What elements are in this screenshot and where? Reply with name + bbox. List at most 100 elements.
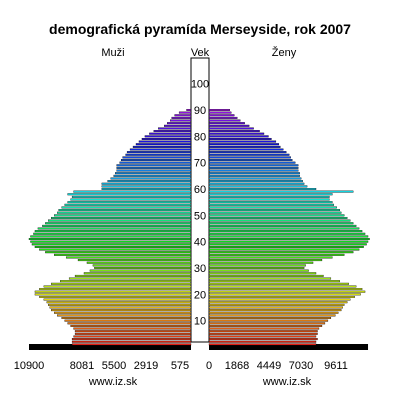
male-bar-age-73 xyxy=(125,153,192,156)
males-label: Muži xyxy=(101,47,124,59)
female-bar-age-7 xyxy=(208,327,320,330)
male-bar-age-42 xyxy=(30,235,192,238)
male-bar-age-36 xyxy=(45,251,192,254)
male-bar-age-59 xyxy=(73,190,192,193)
male-bar-age-54 xyxy=(64,203,192,206)
female-bar-age-61 xyxy=(208,185,308,188)
female-bar-age-69 xyxy=(208,164,299,167)
female-bar-age-32 xyxy=(208,261,314,264)
female-bar-age-80 xyxy=(208,135,269,138)
male-bar-age-6 xyxy=(74,330,192,333)
male-bar-age-1 xyxy=(71,343,192,346)
age-tick-20: 20 xyxy=(194,289,206,301)
females-label: Ženy xyxy=(272,46,297,59)
male-bar-age-71 xyxy=(120,159,192,162)
male-bar-age-51 xyxy=(57,211,192,214)
female-bar-age-66 xyxy=(208,172,300,175)
female-bar-age-81 xyxy=(208,132,265,135)
male-bar-age-32 xyxy=(86,261,192,264)
male-bar-age-31 xyxy=(92,264,192,267)
male-bar-age-85 xyxy=(167,122,192,125)
female-bar-age-9 xyxy=(208,322,326,325)
male-bar-age-29 xyxy=(89,269,192,272)
female-bar-age-60 xyxy=(208,188,317,190)
female-bar-age-1 xyxy=(208,343,317,346)
male-bar-age-86 xyxy=(170,119,192,122)
female-bar-age-65 xyxy=(208,174,300,177)
male-bar-age-21 xyxy=(34,290,192,293)
male-bar-age-17 xyxy=(46,301,192,304)
female-bar-age-54 xyxy=(208,203,335,206)
male-bar-age-0 xyxy=(29,344,191,350)
male-bar-age-7 xyxy=(73,327,192,330)
male-bar-age-82 xyxy=(153,130,192,133)
female-bar-age-79 xyxy=(208,137,272,140)
female-bar-age-18 xyxy=(208,298,351,301)
female-bar-age-17 xyxy=(208,301,348,304)
female-bar-age-41 xyxy=(208,238,370,241)
female-bar-age-47 xyxy=(208,222,354,225)
female-bar-age-63 xyxy=(208,180,303,183)
male-bar-age-66 xyxy=(115,172,192,175)
female-bar-age-36 xyxy=(208,251,354,254)
female-bar-age-21 xyxy=(208,290,366,293)
female-bar-age-59 xyxy=(208,190,354,193)
female-bar-age-50 xyxy=(208,214,345,217)
male-bar-age-55 xyxy=(67,201,192,204)
female-bar-age-58 xyxy=(208,193,333,196)
male-bar-age-2 xyxy=(71,340,192,343)
male-bar-age-83 xyxy=(158,127,192,130)
chart-title: demografická pyramída Merseyside, rok 20… xyxy=(49,21,351,37)
male-bar-age-24 xyxy=(51,282,192,285)
male-bar-age-11 xyxy=(61,317,192,320)
male-bar-age-43 xyxy=(33,232,192,235)
male-bar-age-15 xyxy=(49,306,192,309)
age-tick-100: 100 xyxy=(191,79,209,91)
male-bar-age-65 xyxy=(113,174,192,177)
male-bar-age-30 xyxy=(94,267,192,269)
source-right: www.iz.sk xyxy=(262,376,312,388)
age-tick-10: 10 xyxy=(194,316,206,328)
female-bar-age-27 xyxy=(208,274,324,277)
male-bar-age-75 xyxy=(129,148,192,151)
male-tick-3: 2919 xyxy=(134,360,158,372)
female-bar-age-14 xyxy=(208,309,342,312)
male-bar-age-26 xyxy=(68,277,192,280)
male-bar-age-8 xyxy=(70,324,192,327)
female-bar-age-37 xyxy=(208,248,360,251)
female-bars xyxy=(208,109,370,350)
female-bar-age-53 xyxy=(208,206,337,209)
male-bar-age-69 xyxy=(116,164,192,167)
female-bar-age-51 xyxy=(208,211,342,214)
male-tick-4: 575 xyxy=(171,360,189,372)
female-bar-age-89 xyxy=(208,111,232,114)
male-bars xyxy=(28,109,192,350)
female-tick-3: 7030 xyxy=(289,360,313,372)
male-bar-age-40 xyxy=(30,240,192,243)
female-bar-age-0 xyxy=(209,344,369,350)
female-bar-age-48 xyxy=(208,219,351,222)
female-bar-age-56 xyxy=(208,198,330,201)
female-bar-age-40 xyxy=(208,240,369,243)
female-tick-2: 4449 xyxy=(257,360,281,372)
age-tick-labels: 10 20 30 40 50 60 70 80 90 100 xyxy=(191,79,209,328)
male-bar-age-56 xyxy=(70,198,192,201)
female-bar-age-85 xyxy=(208,122,245,125)
female-bar-age-23 xyxy=(208,285,357,288)
male-bar-age-16 xyxy=(48,303,192,306)
male-bar-age-61 xyxy=(101,185,192,188)
male-bar-age-50 xyxy=(54,214,192,217)
female-bar-age-16 xyxy=(208,303,345,306)
female-tick-1: 1868 xyxy=(225,360,249,372)
male-bar-age-70 xyxy=(119,161,192,164)
female-bar-age-6 xyxy=(208,330,318,333)
female-bar-age-8 xyxy=(208,324,323,327)
male-bar-age-64 xyxy=(110,177,192,180)
female-bar-age-30 xyxy=(208,267,305,269)
male-bar-age-57 xyxy=(71,195,192,198)
female-bar-age-77 xyxy=(208,143,280,146)
female-bar-age-52 xyxy=(208,209,340,212)
male-bar-age-13 xyxy=(54,311,192,314)
male-bar-age-25 xyxy=(60,280,192,283)
female-bar-age-5 xyxy=(208,332,318,335)
